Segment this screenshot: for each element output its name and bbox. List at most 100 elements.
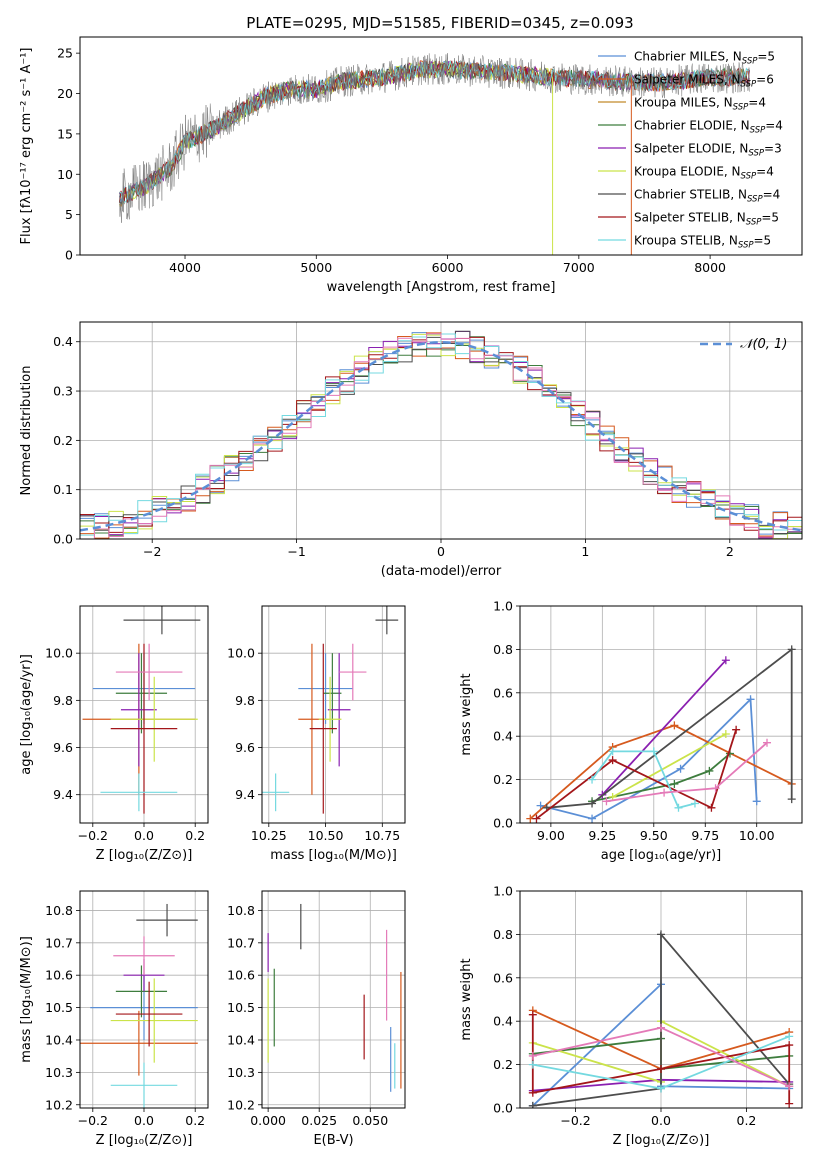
x-tick-label: 0 (437, 544, 445, 559)
y-tick-label: 10.5 (45, 1000, 73, 1015)
legend-label-text: =4 (765, 119, 783, 133)
weight-marker (588, 775, 597, 784)
x-axis-label: mass [log₁₀(M/M⊙)] (270, 848, 397, 863)
weight-marker (670, 779, 679, 788)
x-tick-label: 2 (726, 544, 734, 559)
x-tick-label: −0.2 (78, 1113, 108, 1128)
x-tick-label: 7000 (563, 260, 595, 275)
y-tick-label: 10.4 (45, 1032, 73, 1047)
y-tick-label: 9.8 (53, 693, 73, 708)
y-tick-label: 9.6 (235, 740, 255, 755)
y-tick-label: 0.1 (53, 482, 73, 497)
x-axis-label: E(B-V) (313, 1133, 353, 1148)
x-tick-label: 5000 (300, 260, 332, 275)
x-axis-label: (data-model)/error (381, 564, 502, 579)
y-tick-label: 0.2 (493, 772, 513, 787)
y-tick-label: 10.8 (45, 903, 73, 918)
y-tick-label: 10.3 (227, 1065, 255, 1080)
y-tick-label: 0.6 (493, 685, 513, 700)
y-tick-label: 10.5 (227, 1000, 255, 1015)
legend-label-sub: SSP (750, 126, 766, 136)
legend-label-text: =5 (754, 234, 772, 248)
y-tick-label: 5 (65, 207, 73, 222)
weight-line (535, 729, 737, 820)
y-tick-label: 10.7 (45, 935, 73, 950)
x-tick-label: 1 (581, 544, 589, 559)
grid (262, 891, 405, 1108)
weight-marker (674, 803, 683, 812)
legend-label-text: Salpeter STELIB, N (634, 211, 746, 225)
weight-marker (532, 814, 541, 823)
legend-label: Salpeter STELIB, NSSP=5 (634, 211, 779, 228)
plot-area (80, 330, 802, 539)
weight-marker (787, 645, 796, 654)
weight-marker (528, 1101, 537, 1108)
y-tick-label: 10.4 (227, 1032, 255, 1047)
panel-residuals: −2 −1 0 1 2 0.0 0.1 0.2 0.3 0.4 (data-model)/error… (19, 321, 803, 579)
panel-age_vs_mass: 10.25 10.50 10.75 9.4 9.6 9.8 10.0 mass [log₁₀(… (227, 605, 406, 863)
y-axis-label: mass weight (459, 958, 474, 1040)
weight-marker (785, 1041, 794, 1050)
x-axis-label: wavelength [Angstrom, rest frame] (327, 280, 556, 295)
panel-weight_vs_Z: −0.2 0.0 0.2 0.0 0.2 0.4 0.6 0.8 1.0 Z [log₁₀(Z/Z… (459, 884, 803, 1148)
y-tick-label: 10.6 (45, 968, 73, 983)
weight-marker (670, 721, 679, 730)
legend-label-text: =5 (757, 50, 775, 64)
legend-label-text: =4 (763, 188, 781, 202)
y-axis-label: Flux [fλ10⁻¹⁷ erg cm⁻² s⁻¹ A⁻¹] (19, 48, 34, 245)
x-tick-label: 0.0 (134, 828, 154, 843)
x-axis-label: Z [log₁₀(Z/Z⊙)] (96, 848, 193, 863)
weight-marker (763, 738, 772, 747)
y-tick-label: 0.2 (493, 1057, 513, 1072)
grid (262, 606, 405, 823)
legend-label-text: Salpeter ELODIE, N (634, 142, 748, 156)
legend-label: Chabrier MILES, NSSP=5 (634, 50, 775, 67)
y-tick-label: 0.4 (53, 334, 73, 349)
figure-title: PLATE=0295, MJD=51585, FIBERID=0345, z=0… (246, 14, 633, 32)
y-tick-label: 10.7 (227, 935, 255, 950)
weight-line (546, 647, 793, 809)
y-axis-label: age [log₁₀(age/yr)] (19, 654, 34, 775)
legend-label-sub: SSP (741, 172, 757, 182)
x-axis-label: age [log₁₀(age/yr)] (601, 848, 722, 863)
axes-frame (519, 890, 803, 1109)
axes-frame (79, 321, 803, 540)
panel-mass_vs_Z: −0.2 0.0 0.2 10.2 10.3 10.4 10.5 10.6 10.7 10.8 Z … (19, 890, 209, 1148)
weight-marker (660, 788, 669, 797)
x-tick-label: −1 (287, 544, 305, 559)
legend-label-text: =4 (756, 165, 774, 179)
weight-marker (608, 756, 617, 765)
y-tick-label: 10.0 (227, 646, 255, 661)
x-tick-label: 9.75 (691, 828, 719, 843)
legend-label-sub: SSP (741, 80, 757, 90)
weight-marker (676, 764, 685, 773)
y-tick-label: 0.0 (493, 1101, 513, 1116)
x-tick-label: 0.0 (134, 1113, 154, 1128)
x-tick-label: 9.00 (537, 828, 565, 843)
legend-label: Chabrier ELODIE, NSSP=4 (634, 119, 783, 136)
weight-marker (528, 1051, 537, 1060)
weight-line (532, 931, 790, 1107)
weight-line (601, 659, 727, 796)
axes-frame (261, 890, 406, 1109)
x-tick-label: 4000 (169, 260, 201, 275)
weight-line (612, 733, 727, 798)
weight-marker (732, 725, 741, 734)
y-axis-label: mass [log₁₀(M/M⊙)] (19, 936, 34, 1063)
legend-label-text: =6 (756, 73, 774, 87)
weight-marker (657, 1064, 665, 1073)
observed-spectrum (119, 53, 750, 223)
axes-frame (519, 605, 803, 824)
y-tick-label: 20 (57, 86, 73, 101)
weight-marker (752, 797, 761, 806)
legend-label-text: =4 (748, 96, 766, 110)
weight-marker (536, 801, 545, 810)
plot-area (262, 606, 399, 814)
legend-label-sub: SSP (746, 218, 762, 228)
weight-marker (785, 1099, 794, 1108)
y-tick-label: 9.4 (235, 787, 255, 802)
plot-area (82, 606, 201, 814)
weight-marker (787, 795, 796, 804)
y-tick-label: 0.8 (493, 642, 513, 657)
